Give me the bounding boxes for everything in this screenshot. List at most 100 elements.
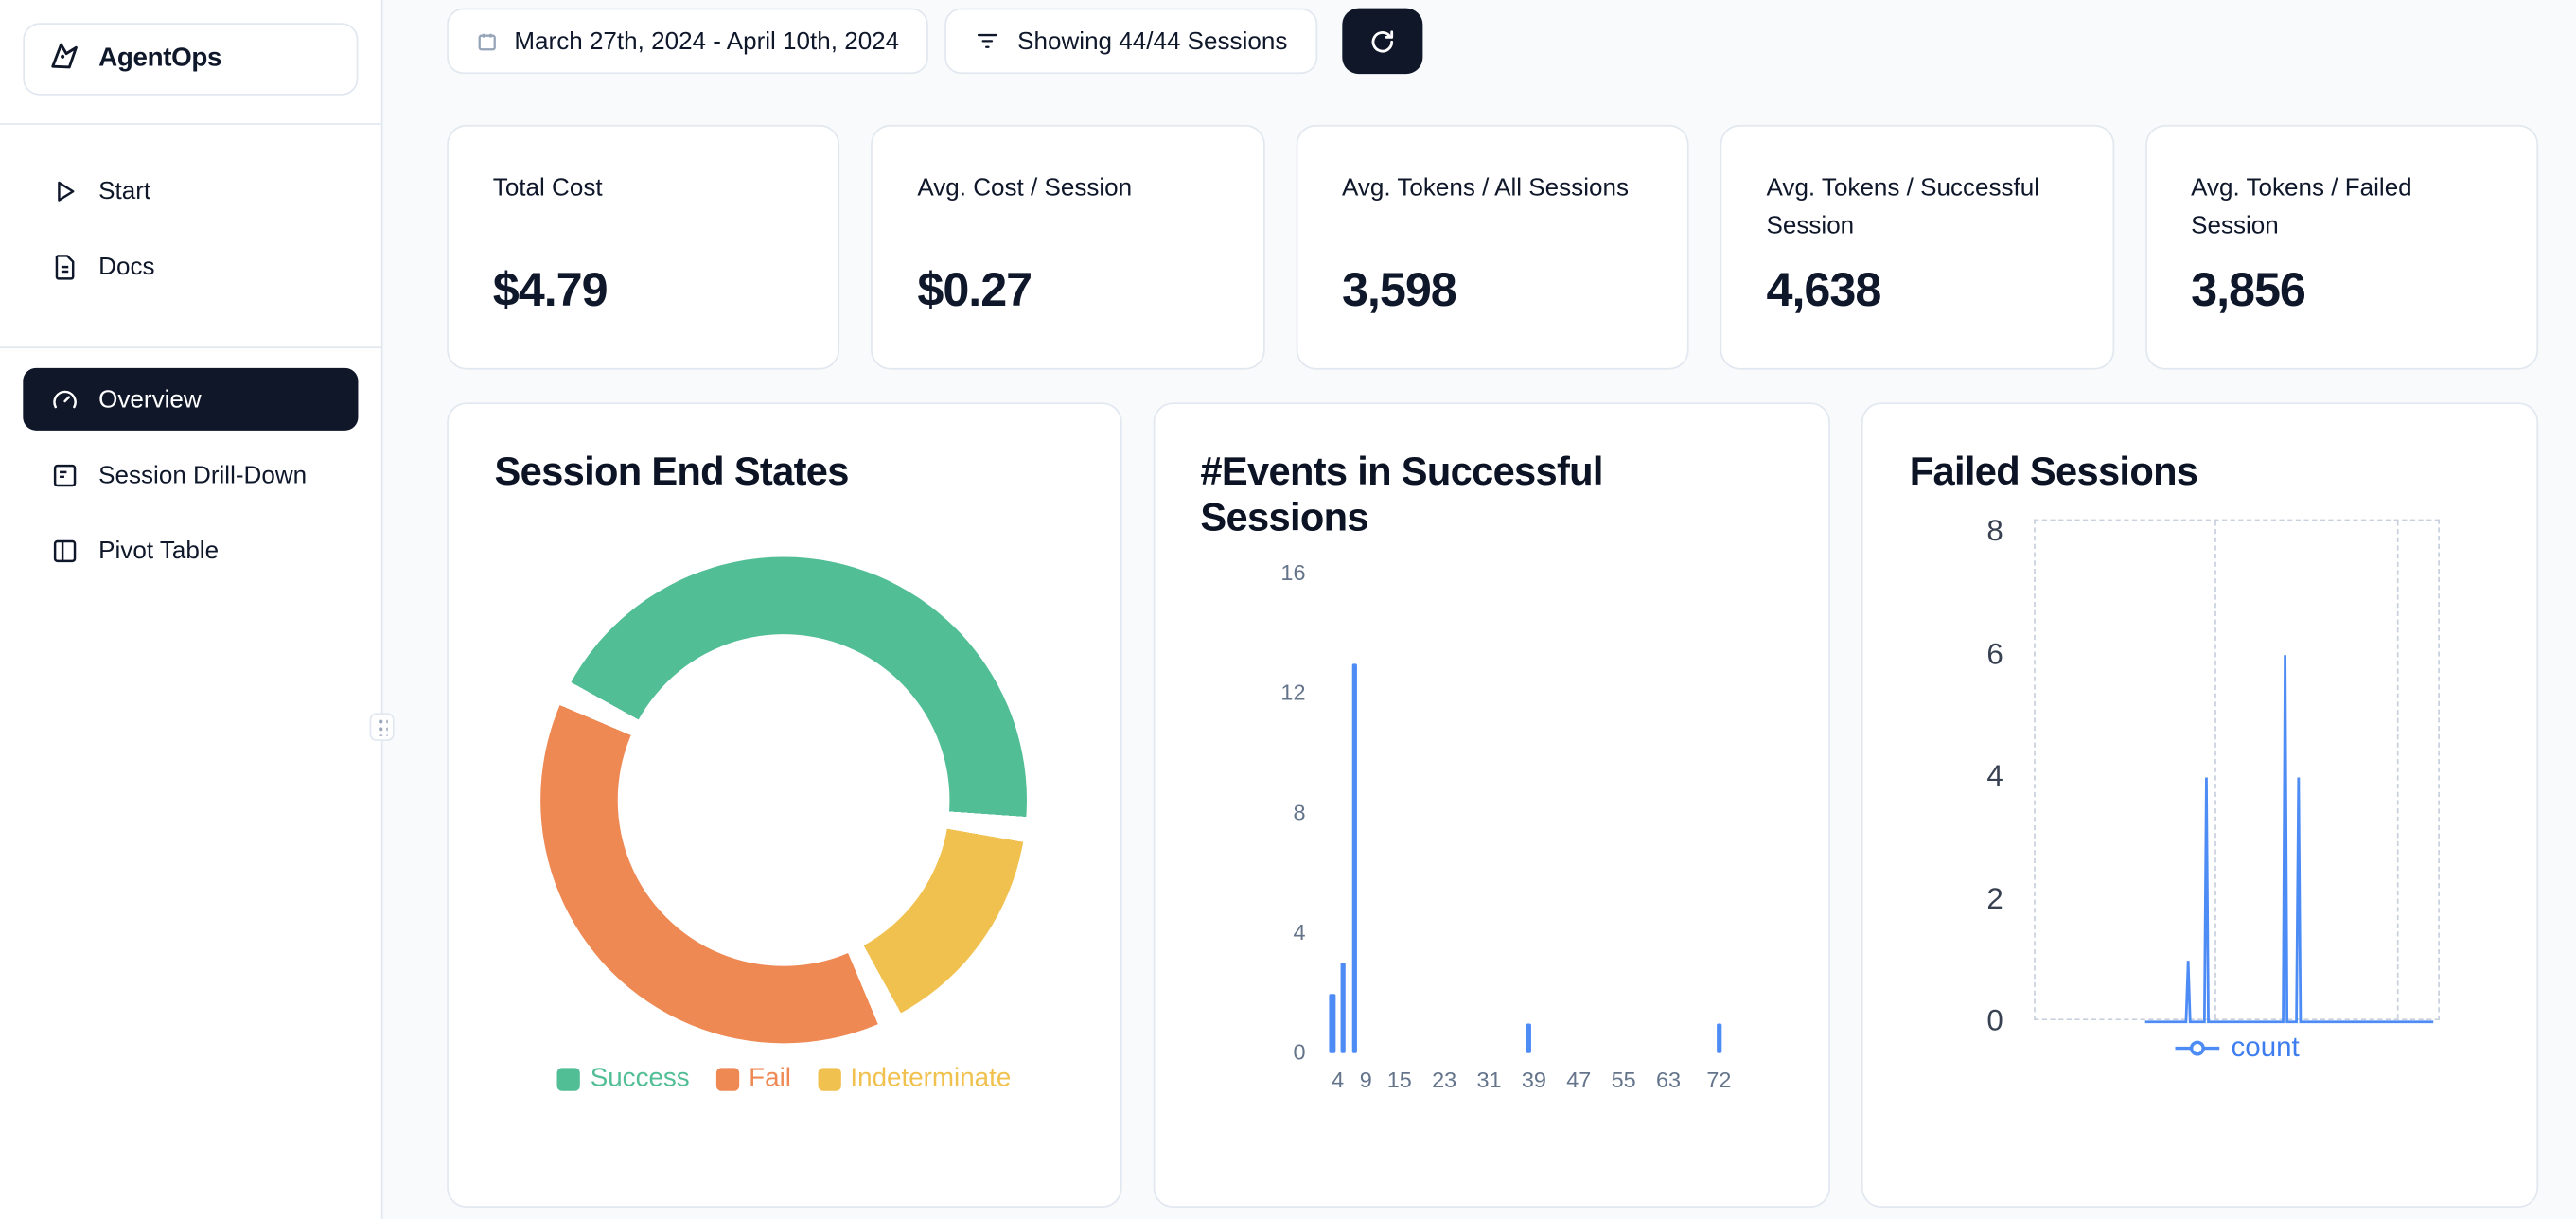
calendar-icon bbox=[476, 30, 498, 52]
x-axis-tick: 72 bbox=[1706, 1068, 1732, 1093]
sidebar-item-session-drill-down[interactable]: Session Drill-Down bbox=[23, 444, 358, 506]
gridline bbox=[2396, 521, 2398, 1019]
app-title: AgentOps bbox=[98, 44, 222, 73]
count-legend-label: count bbox=[2231, 1032, 2300, 1064]
failed-line-chart bbox=[2145, 655, 2434, 1024]
chart-title: Session End States bbox=[494, 450, 850, 495]
pivot-icon bbox=[49, 536, 79, 565]
drilldown-icon bbox=[49, 460, 79, 489]
refresh-icon bbox=[1367, 27, 1396, 56]
failed-sessions-card: Failed Sessions count 0 2 4 6 8 bbox=[1861, 402, 2539, 1208]
sidebar-item-pivot-table[interactable]: Pivot Table bbox=[23, 520, 358, 582]
stat-value: $4.79 bbox=[492, 264, 609, 318]
stat-label: Avg. Cost / Session bbox=[917, 174, 1133, 203]
sidebar-item-label: Docs bbox=[98, 252, 155, 280]
sidebar: AgentOps Start Docs bbox=[0, 0, 383, 1219]
stat-label: Avg. Tokens / Failed Session bbox=[2191, 174, 2412, 240]
stat-value: 3,598 bbox=[1341, 264, 1457, 318]
sidebar-item-label: Session Drill-Down bbox=[98, 460, 308, 489]
y-axis-tick: 12 bbox=[1280, 680, 1306, 705]
x-axis-tick: 23 bbox=[1432, 1068, 1457, 1093]
y-axis-tick: 0 bbox=[1986, 1003, 2003, 1037]
sidebar-item-label: Overview bbox=[98, 385, 202, 414]
legend-swatch-success bbox=[556, 1068, 581, 1091]
date-range-label: March 27th, 2024 - April 10th, 2024 bbox=[514, 26, 900, 56]
donut-wrap: Success Fail Indeterminate bbox=[495, 496, 1074, 1094]
stat-value: $0.27 bbox=[917, 264, 1032, 318]
play-icon bbox=[49, 176, 79, 205]
legend-item-indeterminate[interactable]: Indeterminate bbox=[817, 1065, 1012, 1094]
stat-value: 4,638 bbox=[1766, 264, 1882, 318]
x-axis-tick: 15 bbox=[1386, 1068, 1412, 1093]
sidebar-item-label: Start bbox=[98, 176, 151, 205]
y-axis-tick: 8 bbox=[1986, 515, 2003, 548]
stat-label: Avg. Tokens / All Sessions bbox=[1341, 174, 1629, 203]
bar bbox=[1351, 662, 1358, 1053]
x-axis-tick: 63 bbox=[1656, 1068, 1682, 1093]
bar bbox=[1525, 1023, 1532, 1053]
bar bbox=[1340, 963, 1347, 1053]
chart-title: Failed Sessions bbox=[1909, 450, 2198, 495]
charts-row: Session End States Success Fail bbox=[447, 402, 2539, 1208]
refresh-button[interactable] bbox=[1341, 8, 1422, 75]
stat-card-avg-cost: Avg. Cost / Session $0.27 bbox=[871, 124, 1265, 370]
legend-label: Success bbox=[590, 1065, 690, 1093]
session-end-states-card: Session End States Success Fail bbox=[447, 402, 1122, 1208]
sidebar-top-group: Start Docs bbox=[23, 159, 358, 297]
date-range-button[interactable]: March 27th, 2024 - April 10th, 2024 bbox=[447, 8, 929, 75]
bar bbox=[1716, 1023, 1722, 1053]
count-legend-marker-icon bbox=[2175, 1040, 2220, 1056]
stat-card-total-cost: Total Cost $4.79 bbox=[447, 124, 840, 370]
pie-legend: Success Fail Indeterminate bbox=[556, 1065, 1012, 1094]
legend-swatch-indeterminate bbox=[817, 1068, 841, 1091]
x-axis-tick: 9 bbox=[1359, 1068, 1372, 1093]
session-filter-label: Showing 44/44 Sessions bbox=[1017, 26, 1288, 56]
legend-swatch-fail bbox=[715, 1068, 739, 1091]
filter-icon bbox=[975, 28, 1001, 55]
x-axis-tick: 31 bbox=[1476, 1068, 1502, 1093]
stat-label: Avg. Tokens / Successful Session bbox=[1766, 174, 2040, 240]
agentops-logo[interactable]: AgentOps bbox=[23, 23, 359, 96]
legend-item-success[interactable]: Success bbox=[556, 1065, 690, 1094]
legend-label: Fail bbox=[749, 1065, 791, 1093]
y-axis-tick: 16 bbox=[1280, 559, 1306, 586]
sidebar-item-start[interactable]: Start bbox=[23, 159, 358, 221]
x-axis-tick: 4 bbox=[1332, 1068, 1345, 1093]
sidebar-item-docs[interactable]: Docs bbox=[23, 235, 358, 297]
stat-card-avg-tokens-successful: Avg. Tokens / Successful Session 4,638 bbox=[1720, 124, 2114, 370]
gridline bbox=[2214, 521, 2217, 1019]
legend-item-fail[interactable]: Fail bbox=[715, 1065, 791, 1094]
agentops-logo-icon bbox=[46, 37, 82, 81]
sidebar-main-group: Overview Session Drill-Down bbox=[23, 367, 359, 582]
stat-value: 3,856 bbox=[2191, 264, 2306, 318]
failed-plot-area bbox=[2034, 519, 2441, 1024]
donut-chart bbox=[540, 556, 1028, 1044]
y-axis-tick: 2 bbox=[1986, 881, 2003, 915]
x-axis-tick: 55 bbox=[1611, 1068, 1636, 1093]
session-filter-button[interactable]: Showing 44/44 Sessions bbox=[944, 8, 1317, 75]
sidebar-resize-handle[interactable] bbox=[369, 713, 395, 741]
sidebar-divider bbox=[0, 346, 381, 349]
y-axis-tick: 8 bbox=[1293, 800, 1306, 825]
bar bbox=[1329, 993, 1335, 1053]
sidebar-item-overview[interactable]: Overview bbox=[23, 367, 359, 431]
topbar: March 27th, 2024 - April 10th, 2024 Show… bbox=[447, 8, 2538, 75]
y-axis-tick: 6 bbox=[1986, 637, 2003, 670]
stat-card-avg-tokens-failed: Avg. Tokens / Failed Session 3,856 bbox=[2144, 124, 2539, 370]
stat-label: Total Cost bbox=[492, 174, 603, 203]
main-content: March 27th, 2024 - April 10th, 2024 Show… bbox=[382, 0, 2576, 1219]
x-axis-tick: 47 bbox=[1566, 1068, 1592, 1093]
x-axis-tick: 39 bbox=[1521, 1068, 1546, 1093]
sidebar-item-label: Pivot Table bbox=[98, 536, 220, 565]
gauge-icon bbox=[49, 384, 79, 414]
count-legend[interactable]: count bbox=[2035, 1032, 2441, 1065]
drag-dots-icon bbox=[377, 717, 387, 736]
chart-title: #Events in Successful Sessions bbox=[1200, 450, 1603, 541]
events-plot-area bbox=[1315, 574, 1791, 1053]
stat-card-avg-tokens-all: Avg. Tokens / All Sessions 3,598 bbox=[1296, 124, 1689, 370]
stats-row: Total Cost $4.79 Avg. Cost / Session $0.… bbox=[447, 124, 2539, 370]
y-axis-tick: 4 bbox=[1293, 920, 1306, 945]
legend-label: Indeterminate bbox=[850, 1065, 1012, 1093]
sidebar-divider bbox=[0, 123, 381, 125]
y-axis-tick: 0 bbox=[1293, 1039, 1306, 1065]
